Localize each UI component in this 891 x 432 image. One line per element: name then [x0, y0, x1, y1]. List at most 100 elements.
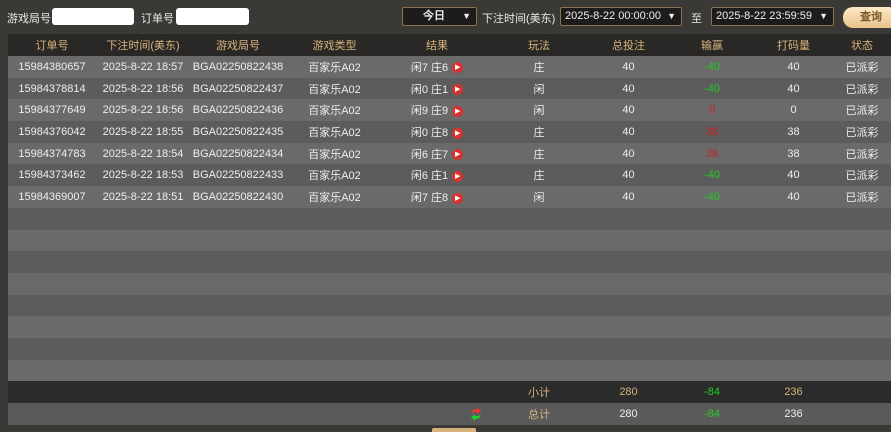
- cell-result: [383, 207, 491, 230]
- start-time-select[interactable]: 2025-8-22 00:00:00 ▼: [560, 7, 682, 26]
- cell-type: 百家乐A02: [286, 56, 383, 78]
- round-value: BGA02250822430: [192, 190, 284, 203]
- result-value: 闲9 庄9: [410, 105, 449, 118]
- cell-round: BGA02250822430: [190, 186, 286, 208]
- play-value: 闲: [533, 105, 545, 118]
- win-value: 0: [708, 104, 716, 117]
- order-value: 15984377649: [18, 104, 86, 117]
- cell-bet: [587, 272, 670, 295]
- cell-bet: [587, 337, 670, 360]
- cell-result: [383, 316, 491, 338]
- cell-result: [383, 294, 491, 317]
- type-value: 百家乐A02: [308, 191, 361, 204]
- cell-win: [670, 251, 754, 273]
- cell-time: 2025-8-22 18:55: [96, 121, 190, 143]
- cell-type: [286, 272, 383, 295]
- table-row: 15984373462 2025-8-22 18:53 BGA02250822433…: [8, 164, 891, 187]
- cell: -84: [670, 403, 754, 425]
- cell-status: [833, 337, 891, 360]
- end-time-select[interactable]: 2025-8-22 23:59:59 ▼: [711, 7, 834, 26]
- cell-win: 38: [670, 121, 754, 143]
- cell-order: 15984378814: [8, 77, 96, 100]
- bet-value: 40: [622, 104, 635, 117]
- play-video-icon[interactable]: ▶: [452, 170, 464, 182]
- cell-order: 15984377649: [8, 99, 96, 122]
- cell-type: 百家乐A02: [286, 121, 383, 143]
- cell-play: [491, 272, 587, 295]
- filter-bar: 游戏局号 订单号 今日 ▼ 下注时间(美东) 2025-8-22 00:00:00…: [0, 0, 891, 34]
- subtotal-label: 小计: [528, 387, 550, 400]
- game-round-label: 游戏局号: [7, 13, 51, 25]
- cell-valid: [754, 207, 833, 230]
- cell: [190, 381, 286, 403]
- refresh-icon[interactable]: [469, 406, 483, 421]
- play-value: 庄: [533, 126, 545, 139]
- cell-play: 庄: [491, 121, 587, 143]
- cell-win: [670, 272, 754, 295]
- cell-order: [8, 207, 96, 230]
- cell-result: 闲0 庄8 ▶: [383, 121, 491, 143]
- column-header: 下注时间(美东): [96, 34, 190, 56]
- cell-bet: 40: [587, 186, 670, 208]
- cell-play: [491, 316, 587, 338]
- cell-valid: [754, 251, 833, 273]
- bet-value: 40: [622, 60, 635, 73]
- empty-row: [8, 272, 891, 295]
- round-value: BGA02250822438: [192, 60, 284, 73]
- cell-type: [286, 229, 383, 252]
- cell-status: 已派彩: [833, 186, 891, 208]
- order-value: 15984376042: [18, 125, 86, 138]
- round-value: BGA02250822437: [192, 82, 284, 95]
- order-input[interactable]: [176, 8, 249, 25]
- round-value: BGA02250822436: [192, 104, 284, 117]
- play-video-icon[interactable]: ▶: [452, 149, 464, 161]
- play-video-icon[interactable]: ▶: [452, 192, 464, 204]
- cell-status: 已派彩: [833, 99, 891, 122]
- cell-win: [670, 316, 754, 338]
- start-time-value: 2025-8-22 00:00:00: [565, 10, 662, 22]
- cell-time: 2025-8-22 18:53: [96, 164, 190, 187]
- game-round-input[interactable]: [52, 8, 134, 25]
- cell-win: 0: [670, 99, 754, 122]
- cell-order: [8, 337, 96, 360]
- time-value: 2025-8-22 18:55: [102, 125, 184, 138]
- cell-status: [833, 251, 891, 273]
- period-select[interactable]: 今日 ▼: [402, 7, 477, 26]
- result-value: 闲6 庄7: [410, 148, 449, 161]
- play-video-icon[interactable]: ▶: [452, 105, 464, 117]
- cell-round: BGA02250822434: [190, 142, 286, 165]
- pagination-tab[interactable]: [432, 428, 476, 432]
- table-row: 15984377649 2025-8-22 18:56 BGA02250822436…: [8, 99, 891, 122]
- cell-type: [286, 294, 383, 317]
- play-video-icon[interactable]: ▶: [452, 62, 464, 74]
- play-video-icon[interactable]: ▶: [452, 127, 464, 139]
- cell-valid: 38: [754, 142, 833, 165]
- cell-status: [833, 207, 891, 230]
- play-value: 闲: [533, 191, 545, 204]
- cell-win: [670, 229, 754, 252]
- cell-valid: 38: [754, 121, 833, 143]
- valid-value: 40: [787, 190, 800, 203]
- cell-play: 庄: [491, 142, 587, 165]
- cell-time: [96, 229, 190, 252]
- cell-round: [190, 316, 286, 338]
- play-video-icon[interactable]: ▶: [452, 84, 464, 96]
- cell-valid: [754, 359, 833, 382]
- cell-type: [286, 359, 383, 382]
- round-value: BGA02250822433: [192, 169, 284, 182]
- cell-bet: 40: [587, 99, 670, 122]
- bet-value: 40: [622, 82, 635, 95]
- cell-order: [8, 229, 96, 252]
- query-button[interactable]: 查询: [843, 7, 891, 28]
- cell-round: BGA02250822438: [190, 56, 286, 78]
- cell-order: [8, 272, 96, 295]
- cell-play: 闲: [491, 99, 587, 122]
- cell-win: [670, 337, 754, 360]
- play-value: 庄: [533, 170, 545, 183]
- subtotal-bet: 280: [619, 386, 638, 399]
- bet-value: 40: [622, 190, 635, 203]
- empty-row: [8, 251, 891, 273]
- cell-order: [8, 294, 96, 317]
- cell-order: 15984373462: [8, 164, 96, 187]
- cell-type: [286, 251, 383, 273]
